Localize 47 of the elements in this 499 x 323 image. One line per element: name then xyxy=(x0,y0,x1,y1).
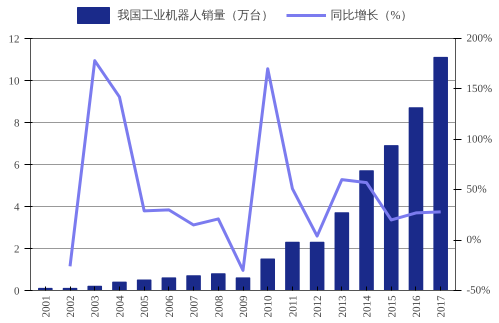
legend-label: 我国工业机器人销量（万台） xyxy=(118,6,274,24)
bar xyxy=(408,107,424,290)
x-tick-label: 2009 xyxy=(238,295,250,318)
y-tick-label: 10 xyxy=(8,76,20,88)
x-tick-label: 2007 xyxy=(188,295,201,318)
x-tick-label: 2003 xyxy=(90,295,102,318)
bar xyxy=(384,145,399,290)
bar xyxy=(162,277,176,290)
y2-tick-label: 100% xyxy=(466,133,492,146)
x-tick-label: 2004 xyxy=(114,295,126,318)
y-tick-label: 8 xyxy=(14,118,20,130)
y2-tick-label: -50% xyxy=(466,284,490,296)
y2-tick-label: 50% xyxy=(466,184,487,196)
bar xyxy=(433,56,448,290)
bar xyxy=(260,258,276,290)
bar xyxy=(112,282,127,290)
bar xyxy=(334,212,350,290)
y-tick-label: 12 xyxy=(8,34,20,46)
bar xyxy=(285,242,300,290)
bar xyxy=(359,170,374,290)
x-tick-label: 2011 xyxy=(287,296,300,318)
x-tick-label: 2001 xyxy=(40,296,52,318)
x-tick-label: 2012 xyxy=(312,296,324,318)
y2-tick-label: 0% xyxy=(466,234,482,246)
line-series xyxy=(68,59,442,272)
x-tick-label: 2010 xyxy=(262,295,275,318)
y-tick-label: 0 xyxy=(14,286,20,298)
y2-tick-label: 150% xyxy=(466,82,492,95)
x-tick-label: 2016 xyxy=(410,295,423,318)
bar xyxy=(136,280,152,290)
bar xyxy=(210,273,226,290)
x-tick-label: 2014 xyxy=(362,295,374,318)
y2-tick-label: 200% xyxy=(466,32,492,44)
y-tick-label: 2 xyxy=(14,244,20,256)
bar xyxy=(310,242,324,290)
y-tick-label: 6 xyxy=(14,160,20,172)
x-tick-label: 2015 xyxy=(386,295,398,318)
bar xyxy=(236,277,250,290)
x-tick-label: 2005 xyxy=(139,295,152,318)
x-tick-label: 2013 xyxy=(336,295,349,318)
x-tick-label: 2002 xyxy=(65,296,78,318)
x-tick-label: 2006 xyxy=(164,295,176,318)
x-tick-label: 2008 xyxy=(213,295,226,318)
x-tick-label: 2017 xyxy=(436,295,448,318)
bar xyxy=(186,275,201,290)
legend-label: 同比增长（%） xyxy=(330,6,412,24)
y-tick-label: 4 xyxy=(14,202,20,214)
